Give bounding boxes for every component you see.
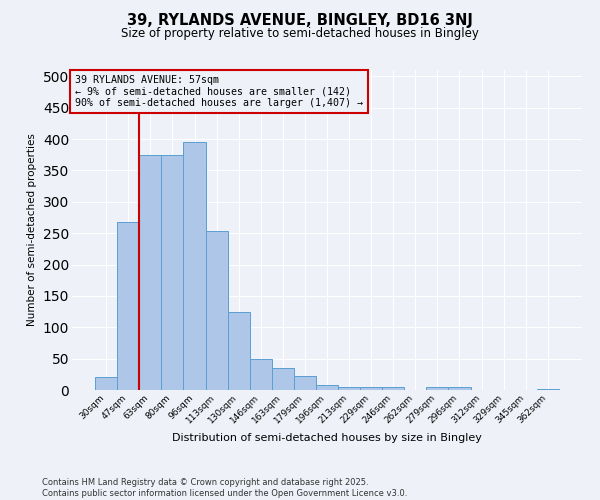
Bar	[184, 142, 206, 390]
Bar	[316, 385, 338, 390]
Bar	[117, 222, 139, 390]
Bar	[250, 358, 272, 390]
Text: 39, RYLANDS AVENUE, BINGLEY, BD16 3NJ: 39, RYLANDS AVENUE, BINGLEY, BD16 3NJ	[127, 12, 473, 28]
Bar	[294, 376, 316, 390]
Text: Size of property relative to semi-detached houses in Bingley: Size of property relative to semi-detach…	[121, 28, 479, 40]
Bar	[206, 232, 227, 390]
Bar	[427, 387, 448, 390]
Y-axis label: Number of semi-detached properties: Number of semi-detached properties	[27, 134, 37, 326]
Bar	[338, 387, 360, 390]
Text: 39 RYLANDS AVENUE: 57sqm
← 9% of semi-detached houses are smaller (142)
90% of s: 39 RYLANDS AVENUE: 57sqm ← 9% of semi-de…	[74, 75, 362, 108]
Bar	[272, 368, 294, 390]
Bar	[448, 387, 470, 390]
Bar	[382, 388, 404, 390]
Bar	[537, 388, 559, 390]
Bar	[360, 387, 382, 390]
Text: Contains HM Land Registry data © Crown copyright and database right 2025.
Contai: Contains HM Land Registry data © Crown c…	[42, 478, 407, 498]
Bar	[161, 154, 184, 390]
X-axis label: Distribution of semi-detached houses by size in Bingley: Distribution of semi-detached houses by …	[172, 433, 482, 443]
Bar	[227, 312, 250, 390]
Bar	[95, 378, 117, 390]
Bar	[139, 154, 161, 390]
